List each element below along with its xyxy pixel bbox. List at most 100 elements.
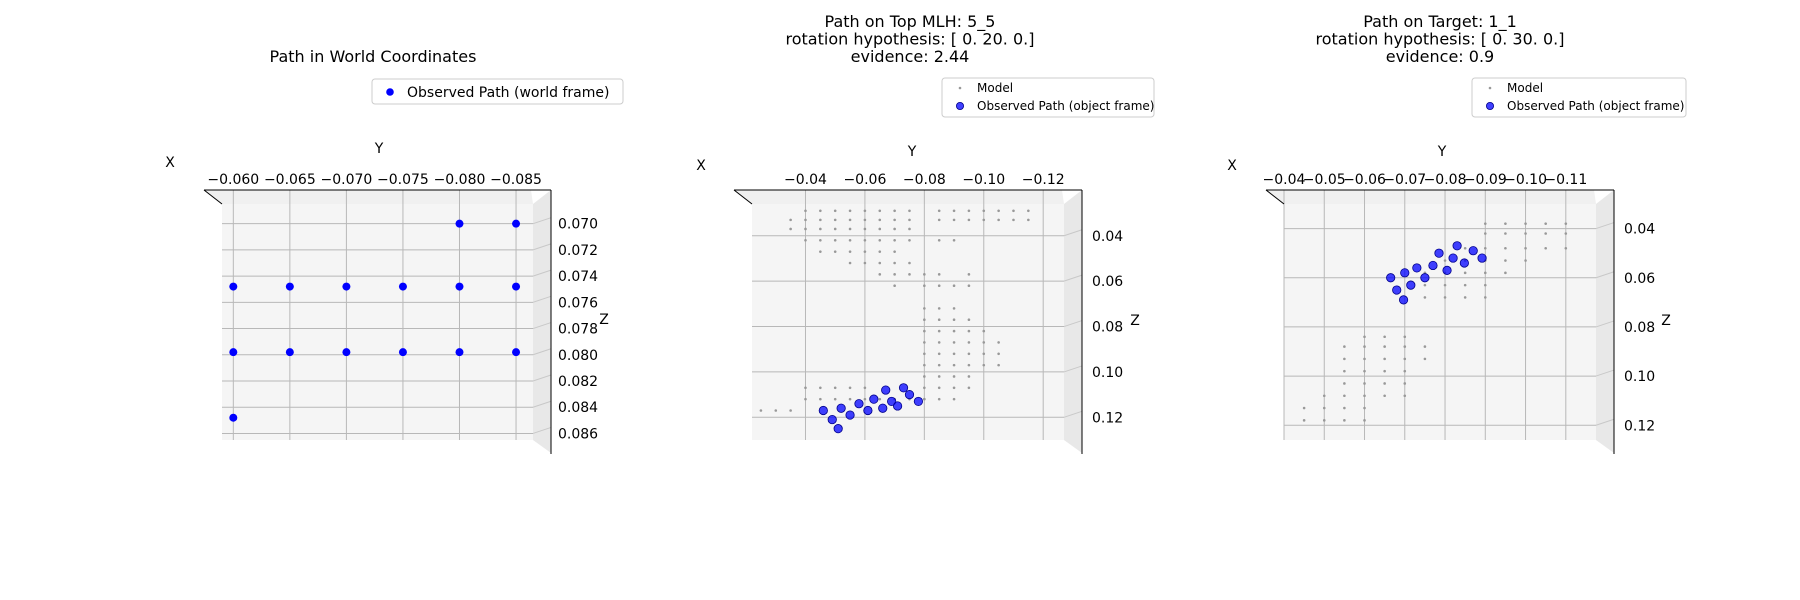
data-point: [893, 284, 896, 287]
y-tick-label: −0.08: [903, 172, 946, 188]
data-point: [1483, 222, 1487, 225]
series-observed-path: [818, 383, 924, 434]
data-point: [937, 284, 941, 287]
data-point: [923, 318, 926, 322]
data-point: [1524, 246, 1527, 250]
data-point: [997, 363, 1000, 367]
y-tick-label: −0.070: [320, 172, 372, 188]
data-point: [952, 397, 956, 401]
gridline-z-side: [532, 400, 552, 408]
data-point: [1343, 406, 1346, 410]
z-tick-label: 0.076: [558, 295, 598, 311]
data-point: [1343, 345, 1346, 348]
data-point: [1564, 232, 1568, 235]
data-point: [923, 273, 926, 276]
gridline-z-side: [532, 374, 552, 382]
data-point: [1400, 268, 1410, 278]
z-tick-label: 0.084: [558, 400, 598, 416]
data-point: [1544, 232, 1547, 235]
z-tick-label: 0.072: [558, 243, 598, 259]
data-point: [833, 424, 843, 434]
data-point: [1343, 382, 1346, 385]
data-point: [398, 282, 407, 291]
z-tick-label: 0.08: [1092, 320, 1123, 336]
data-point: [937, 352, 941, 356]
data-point: [1483, 296, 1487, 299]
legend-marker: [1488, 86, 1492, 90]
data-point: [863, 239, 867, 242]
data-point: [913, 396, 924, 407]
data-point: [819, 239, 822, 242]
legend-marker: [386, 88, 394, 96]
y-tick-label: −0.075: [377, 172, 429, 188]
z-tick-label: 0.04: [1092, 229, 1123, 245]
gridline-z-side: [532, 243, 552, 251]
data-point: [1448, 253, 1458, 263]
data-point: [982, 352, 986, 356]
data-point: [937, 307, 941, 310]
x-axis-line: [733, 189, 753, 205]
data-point: [878, 239, 882, 242]
data-point: [229, 282, 238, 291]
legend-box: [941, 77, 1155, 118]
data-point: [908, 209, 911, 213]
data-point: [952, 329, 956, 333]
x-axis-label: X: [165, 155, 175, 171]
y-tick-label: −0.06: [843, 172, 886, 188]
data-point: [1504, 259, 1507, 262]
data-point: [1403, 345, 1407, 348]
data-point: [967, 318, 971, 322]
data-point: [952, 218, 956, 222]
data-point: [952, 318, 956, 322]
data-point: [937, 239, 941, 242]
data-point: [1483, 232, 1487, 235]
data-point: [804, 209, 807, 213]
data-point: [967, 218, 971, 222]
gridline-z-side: [1595, 369, 1615, 377]
z-tick-label: 0.080: [558, 348, 598, 364]
data-point: [1524, 222, 1527, 225]
data-point: [1383, 382, 1386, 385]
data-point: [937, 375, 941, 378]
z-tick-label: 0.086: [558, 426, 598, 442]
data-point: [967, 209, 971, 213]
gridline-z-side: [1595, 271, 1615, 279]
data-point: [923, 284, 926, 287]
data-point: [1027, 209, 1030, 213]
top-pane: [1266, 190, 1596, 204]
data-point: [819, 209, 822, 213]
x-axis-line: [203, 189, 223, 205]
data-point: [848, 386, 852, 390]
data-point: [229, 413, 238, 422]
data-point: [1452, 241, 1462, 251]
y-tick-label: −0.10: [962, 172, 1005, 188]
data-point: [878, 273, 882, 276]
data-point: [1406, 280, 1416, 290]
data-point: [1398, 295, 1409, 305]
subplot-2: −0.04 −0.06 −0.08 −0.10 −0.12 0.04 0.06 0.08 0.1…: [696, 12, 1155, 454]
legend-box: [371, 78, 624, 105]
data-point: [937, 386, 941, 390]
data-point: [893, 209, 896, 213]
data-point: [1027, 218, 1030, 222]
x-axis-label: X: [1227, 158, 1237, 174]
legend-label: Observed Path (world frame): [407, 85, 609, 101]
y-axis-label: Y: [907, 144, 917, 160]
data-point: [1012, 209, 1015, 213]
data-point: [893, 218, 896, 222]
gridline-z-side: [532, 426, 552, 434]
data-point: [1343, 419, 1346, 422]
back-pane: [752, 204, 1064, 440]
data-point: [1434, 248, 1444, 258]
z-tick-label: 0.06: [1624, 271, 1655, 287]
gridline-z-side: [1063, 229, 1083, 237]
legend-box: [1471, 77, 1687, 118]
data-point: [759, 409, 763, 412]
data-point: [1564, 246, 1568, 250]
z-tick-label: 0.10: [1092, 365, 1123, 381]
y-tick-label: −0.065: [264, 172, 316, 188]
gridline-z-side: [1063, 274, 1083, 282]
data-point: [1463, 271, 1467, 275]
y-tick-label: −0.12: [1022, 172, 1065, 188]
data-point: [1420, 273, 1430, 283]
